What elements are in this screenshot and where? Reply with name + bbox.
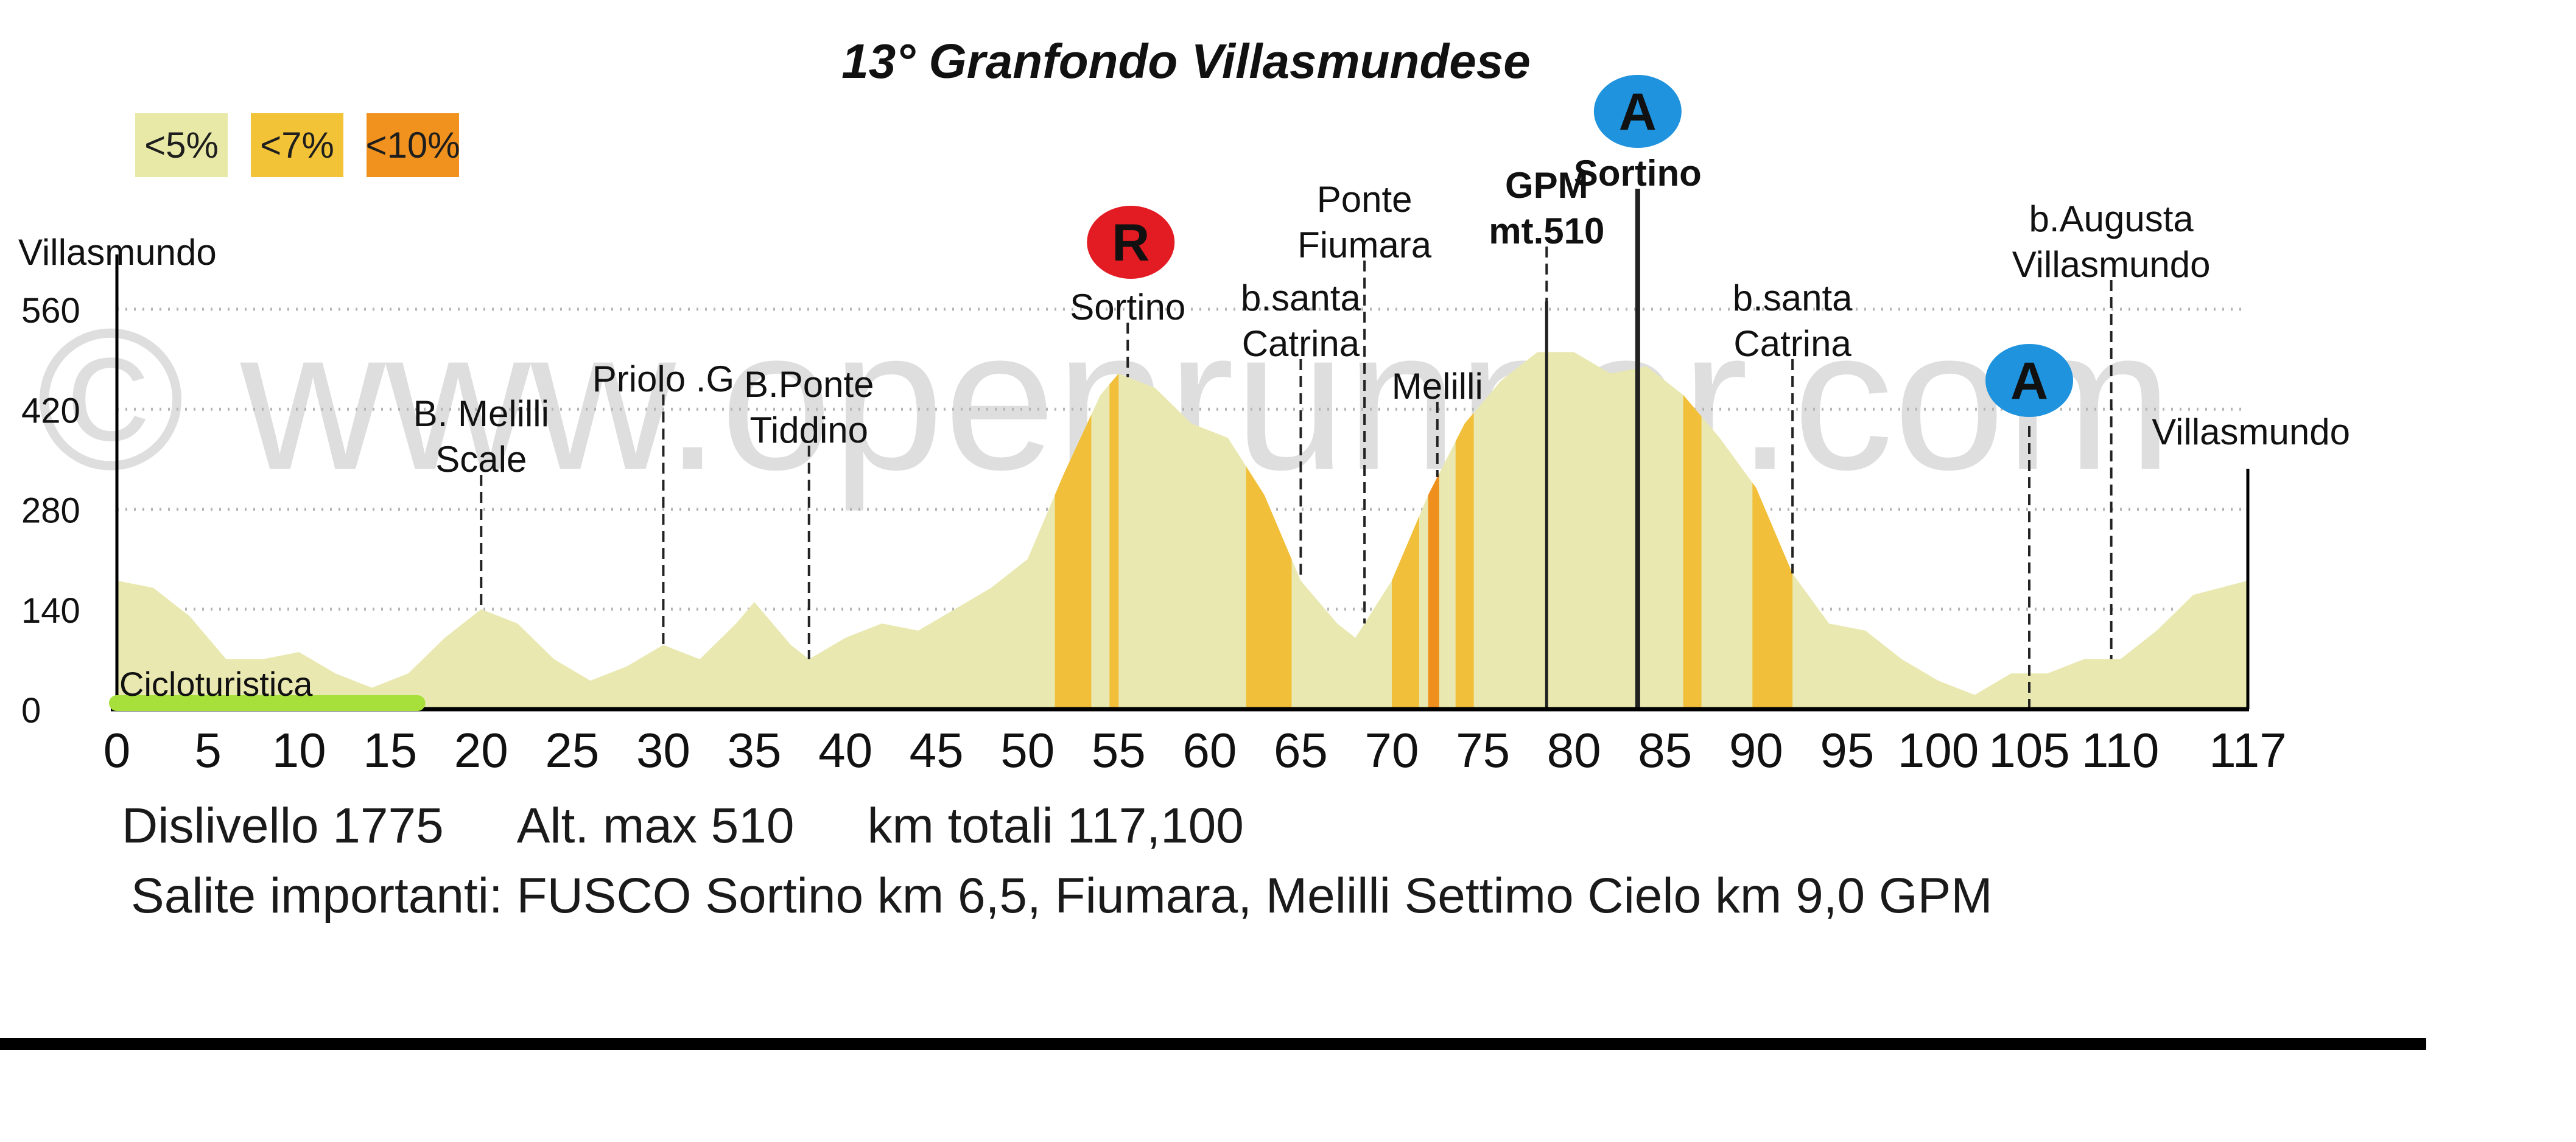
waypoint-label: Sortino [1070, 287, 1185, 328]
x-tick-label: 105 [1988, 723, 2069, 777]
x-tick-label: 25 [545, 723, 599, 777]
waypoint-label: Scale [435, 439, 527, 480]
waypoint-label: b.santa [1241, 278, 1361, 318]
x-tick-label: 95 [1820, 723, 1874, 777]
y-tick-label: 280 [21, 491, 80, 531]
x-tick-label: 75 [1456, 723, 1510, 777]
waypoint-label: GPM [1505, 165, 1588, 206]
waypoint-badge [1985, 344, 2074, 417]
waypoint-label: B. Melilli [413, 393, 549, 434]
x-tick-label: 15 [363, 723, 417, 777]
waypoint-badge [1087, 206, 1175, 279]
waypoint-label: Priolo .G [592, 359, 734, 399]
x-tick-label: 117 [2209, 723, 2287, 777]
x-tick-label: 65 [1274, 723, 1328, 777]
x-tick-label: 100 [1898, 723, 1979, 777]
stat-km-totali: km totali 117,100 [867, 798, 1244, 853]
waypoint-label: Ponte [1317, 179, 1413, 220]
waypoint-label: mt.510 [1489, 211, 1604, 251]
waypoint-label: Tiddino [749, 410, 868, 450]
y-tick-label: 560 [21, 291, 80, 331]
x-tick-label: 0 [104, 723, 131, 777]
legend-swatch-5pct: <5% [135, 113, 228, 177]
y-tick-label: 140 [21, 591, 80, 631]
stat-dislivello: Dislivello 1775 [122, 798, 444, 853]
x-tick-label: 30 [636, 723, 690, 777]
axes: 0 140 280 420 560 Cicloturistica 0 5 10 15 20 25 30 3… [21, 254, 2287, 777]
waypoint-label: b.Augusta [2029, 198, 2194, 239]
route-stats: Dislivello 1775 Alt. max 510 km totali 117… [122, 797, 1317, 855]
x-tick-label: 110 [2082, 723, 2160, 777]
y-tick-label: 420 [21, 391, 80, 430]
waypoint-markers: Villasmundo B. Melilli Scale Priolo .G B.Pon… [18, 75, 2350, 709]
important-climbs: Salite importanti: FUSCO Sortino km 6,5,… [131, 868, 1993, 923]
stat-alt-max: Alt. max 510 [516, 798, 795, 853]
waypoint-badge-letter: A [2010, 352, 2048, 410]
x-tick-label: 10 [272, 723, 326, 777]
waypoint-label: B.Ponte [744, 364, 874, 405]
chart-title: 13° Granfondo Villasmundese [841, 34, 1531, 88]
waypoint-label: Fiumara [1297, 225, 1432, 265]
bottom-divider [0, 1038, 2426, 1050]
x-tick-label: 50 [1000, 723, 1055, 777]
gradient-legend: <5% <7% <10% [135, 113, 460, 177]
waypoint-badge-letter: R [1112, 214, 1149, 272]
x-tick-label: 85 [1638, 723, 1692, 777]
x-tick-label: 5 [194, 723, 222, 777]
legend-swatch-10pct: <10% [365, 113, 460, 177]
x-tick-label: 20 [454, 723, 508, 777]
waypoint-label: Melilli [1392, 366, 1483, 407]
x-tick-label: 55 [1092, 723, 1146, 777]
x-tick-label: 45 [910, 723, 964, 777]
waypoint-label: Villasmundo [2012, 244, 2211, 285]
x-tick-label: 40 [818, 723, 872, 777]
waypoint-label: Catrina [1242, 323, 1360, 364]
waypoint-label: b.santa [1733, 278, 1853, 318]
waypoint-label: Catrina [1733, 323, 1851, 364]
x-tick-label: 90 [1729, 723, 1783, 777]
y-tick-label: 0 [21, 691, 41, 730]
waypoint-label: Villasmundo [2152, 412, 2350, 452]
legend-swatch-7pct: <7% [251, 113, 343, 177]
x-tick-label: 60 [1182, 723, 1237, 777]
waypoint-badge [1593, 75, 1682, 148]
x-tick-label: 80 [1547, 723, 1601, 777]
x-tick-label: 70 [1365, 723, 1419, 777]
cicloturistica-label: Cicloturistica [119, 665, 313, 703]
x-tick-label: 35 [728, 723, 782, 777]
waypoint-label: Sortino [1574, 153, 1702, 194]
gradient-band [1109, 352, 1119, 709]
waypoint-badge-letter: A [1619, 83, 1657, 141]
elevation-fill [117, 352, 2248, 709]
